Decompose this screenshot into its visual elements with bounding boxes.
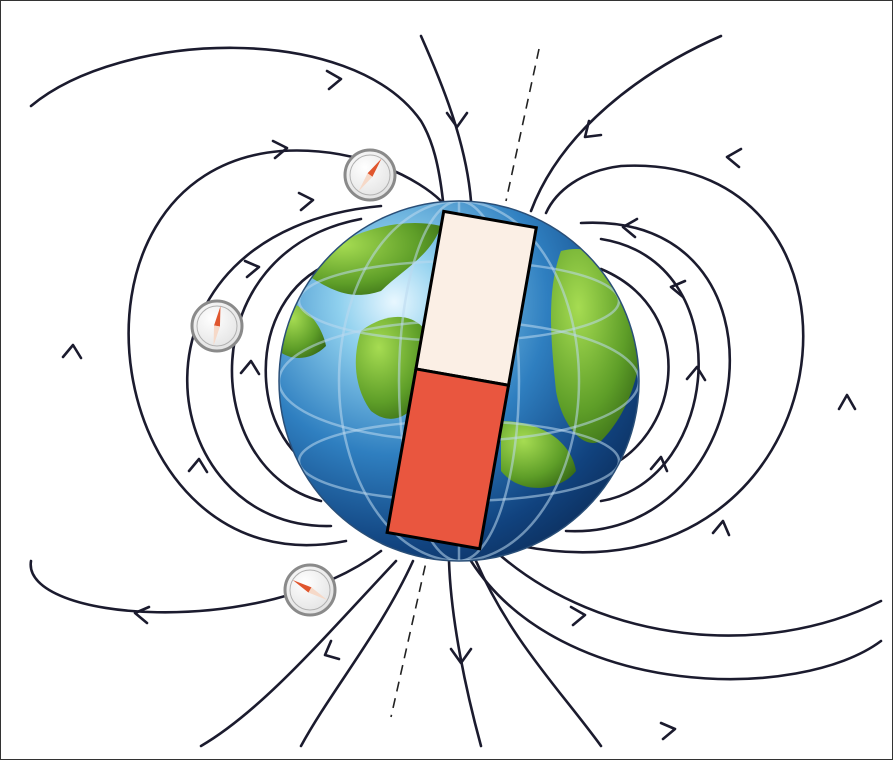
arrow-16 xyxy=(837,393,857,411)
field-arrows xyxy=(61,69,857,741)
arrow-1 xyxy=(325,69,343,91)
field-line-bottom-1 xyxy=(447,559,483,748)
field-line-left-3 xyxy=(185,204,383,528)
field-line-left-2 xyxy=(230,217,363,503)
arrow-14 xyxy=(669,279,687,299)
compass-3 xyxy=(283,563,337,617)
field-line-bottom-2 xyxy=(299,559,415,748)
arrow-19 xyxy=(569,605,587,627)
arrow-4 xyxy=(243,259,261,279)
compass-2-needle-north xyxy=(214,306,221,327)
arrow-11 xyxy=(583,119,603,139)
arrow-21 xyxy=(449,647,473,665)
compass-1 xyxy=(343,148,397,202)
arrow-18 xyxy=(711,519,731,537)
field-line-right-5 xyxy=(469,559,883,681)
compass-1-needle-north xyxy=(367,158,382,177)
compass-1-needle-south xyxy=(358,173,373,192)
compass-2 xyxy=(190,299,244,353)
arrow-6 xyxy=(239,359,261,376)
arrow-20 xyxy=(659,721,677,741)
field-lines xyxy=(29,34,883,748)
field-line-right-3 xyxy=(564,221,732,533)
field-line-left-6 xyxy=(29,46,445,203)
compass-2-needle-south xyxy=(213,325,220,346)
arrow-12 xyxy=(725,147,743,169)
arrow-5 xyxy=(61,343,83,360)
field-line-right-1 xyxy=(597,267,670,473)
arrow-3 xyxy=(297,191,315,212)
field-line-right-4 xyxy=(519,164,805,554)
arrow-13 xyxy=(621,217,639,239)
compass-3-needle-north xyxy=(292,580,312,593)
compass-3-needle-south xyxy=(308,587,328,600)
arrow-15 xyxy=(685,365,707,382)
magnetic-axis-top xyxy=(505,48,540,202)
arrow-9 xyxy=(323,639,341,661)
arrow-2 xyxy=(271,139,289,160)
arrow-7 xyxy=(187,457,209,474)
arrow-17 xyxy=(649,455,669,473)
field-line-top-2 xyxy=(529,34,723,213)
field-line-left-7 xyxy=(199,559,398,748)
magnetic-axis-bottom xyxy=(390,548,430,718)
field-line-top-1 xyxy=(419,34,473,203)
magnet-bottom-half xyxy=(385,367,511,551)
arrow-8 xyxy=(133,605,151,625)
arrow-10 xyxy=(445,111,469,129)
bar-magnet xyxy=(385,209,539,551)
field-line-bottom-3 xyxy=(474,559,603,748)
field-line-right-6 xyxy=(499,554,883,637)
